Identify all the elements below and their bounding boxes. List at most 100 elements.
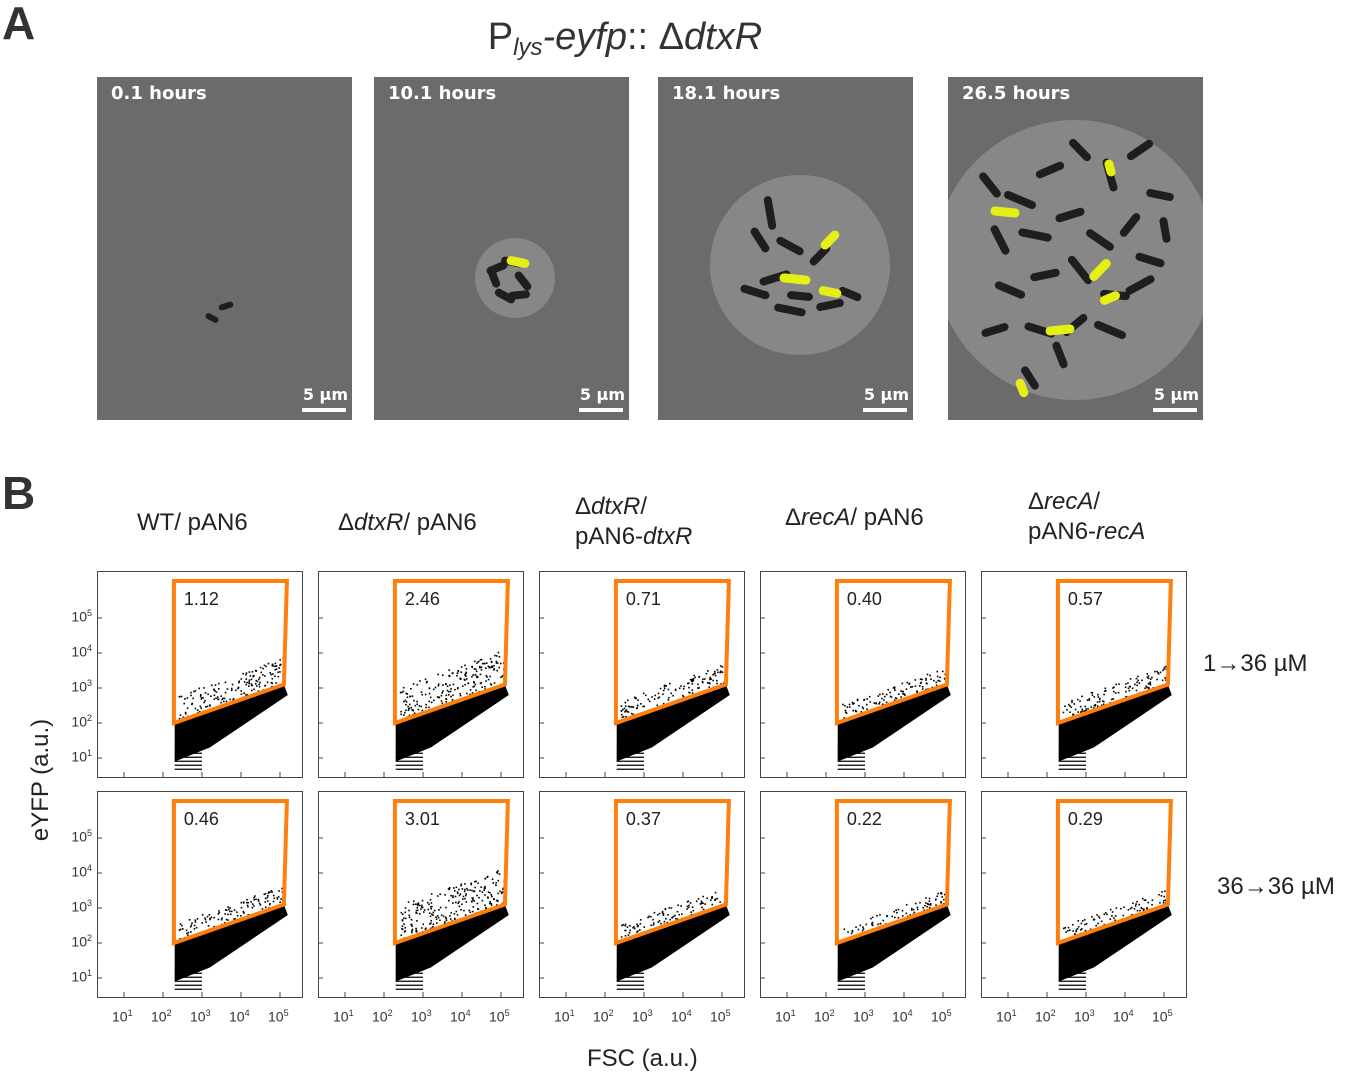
event-dot bbox=[435, 916, 437, 919]
event-dot bbox=[667, 699, 670, 701]
event-dot bbox=[408, 909, 410, 912]
event-dot bbox=[698, 687, 700, 689]
event-dot bbox=[1120, 907, 1122, 910]
x-tick-label: 101 bbox=[775, 1008, 796, 1025]
event-dot bbox=[658, 696, 661, 699]
event-dot bbox=[207, 693, 209, 696]
event-dot bbox=[478, 665, 481, 668]
event-dot bbox=[198, 687, 201, 690]
event-dot bbox=[230, 687, 233, 690]
bacterial-cell bbox=[787, 291, 813, 301]
event-dot bbox=[627, 705, 630, 708]
event-dot bbox=[668, 907, 671, 909]
bacterial-cell bbox=[1146, 189, 1174, 201]
event-dot bbox=[1146, 673, 1149, 675]
event-dot bbox=[1081, 695, 1083, 698]
event-dot bbox=[928, 906, 931, 909]
event-dot bbox=[1165, 679, 1167, 681]
event-dot bbox=[220, 701, 222, 704]
event-dot bbox=[680, 685, 682, 687]
event-dot bbox=[456, 674, 458, 677]
event-dot bbox=[233, 918, 235, 920]
event-dot bbox=[1156, 670, 1159, 673]
x-tick-label: 103 bbox=[190, 1008, 211, 1025]
bacterial-cell bbox=[205, 313, 219, 323]
event-dot bbox=[1113, 917, 1115, 919]
scale-bar-label: 5 μm bbox=[302, 385, 348, 404]
event-dot bbox=[719, 665, 722, 667]
event-dot bbox=[460, 671, 463, 673]
event-dot bbox=[496, 662, 499, 664]
event-dot bbox=[274, 662, 277, 665]
event-dot bbox=[440, 700, 443, 702]
event-dot bbox=[448, 669, 451, 671]
event-dot bbox=[624, 701, 627, 704]
event-dot bbox=[464, 888, 466, 891]
event-dot bbox=[258, 683, 260, 686]
event-dot bbox=[473, 685, 476, 688]
event-dot bbox=[639, 923, 642, 925]
event-dot bbox=[236, 914, 239, 917]
event-dot bbox=[897, 916, 900, 919]
event-dot bbox=[879, 913, 881, 916]
event-dot bbox=[707, 670, 709, 672]
event-dot bbox=[1083, 918, 1086, 921]
fluorescent-cell bbox=[990, 206, 1020, 218]
event-dot bbox=[445, 694, 448, 697]
event-dot bbox=[637, 925, 640, 927]
event-dot bbox=[937, 679, 939, 682]
bacterial-cell bbox=[1069, 138, 1091, 162]
event-dot bbox=[717, 671, 719, 674]
event-dot bbox=[240, 690, 242, 692]
event-dot bbox=[220, 695, 222, 697]
event-dot bbox=[682, 687, 685, 690]
event-dot bbox=[1164, 677, 1166, 679]
event-cloud bbox=[174, 684, 288, 762]
event-dot bbox=[403, 930, 406, 933]
event-dot bbox=[1147, 901, 1150, 904]
event-dot bbox=[401, 928, 404, 931]
event-dot bbox=[251, 684, 253, 687]
fluorescent-cell bbox=[779, 273, 811, 285]
event-dot bbox=[277, 671, 279, 674]
event-dot bbox=[495, 662, 498, 664]
event-dot bbox=[254, 895, 256, 897]
event-dot bbox=[928, 900, 931, 903]
event-dot bbox=[1160, 895, 1163, 897]
x-tick-label: 105 bbox=[268, 1008, 289, 1025]
event-dot bbox=[916, 691, 918, 693]
event-dot bbox=[663, 687, 666, 690]
event-dot bbox=[692, 909, 695, 912]
bacterial-cell bbox=[1004, 190, 1036, 210]
heading-suffix: / bbox=[1093, 488, 1101, 515]
event-dot bbox=[186, 707, 189, 709]
event-dot bbox=[903, 693, 905, 695]
event-dot bbox=[700, 902, 702, 905]
event-dot bbox=[653, 911, 656, 914]
event-dot bbox=[686, 908, 688, 910]
event-dot bbox=[1069, 929, 1071, 932]
event-dot bbox=[632, 713, 635, 716]
event-dot bbox=[200, 698, 203, 700]
event-dot bbox=[264, 901, 267, 903]
event-dot bbox=[208, 913, 211, 916]
event-dot bbox=[476, 902, 479, 905]
event-dot bbox=[1114, 692, 1117, 694]
event-dot bbox=[935, 904, 937, 906]
event-dot bbox=[871, 922, 873, 925]
gate-percent: 1.12 bbox=[183, 589, 219, 609]
y-tick-label: 105 bbox=[71, 828, 92, 845]
event-dot bbox=[940, 893, 943, 895]
event-dot bbox=[843, 928, 846, 931]
event-dot bbox=[688, 682, 690, 685]
gate-polygon bbox=[171, 799, 289, 946]
event-dot bbox=[1084, 923, 1086, 926]
event-dot bbox=[901, 909, 904, 912]
event-dot bbox=[1157, 673, 1160, 675]
event-dot bbox=[495, 882, 497, 884]
event-dot bbox=[415, 930, 417, 932]
event-dot bbox=[455, 886, 458, 889]
event-dot bbox=[483, 887, 486, 889]
event-dot bbox=[1115, 907, 1118, 909]
x-tick-label: 104 bbox=[450, 1008, 471, 1025]
